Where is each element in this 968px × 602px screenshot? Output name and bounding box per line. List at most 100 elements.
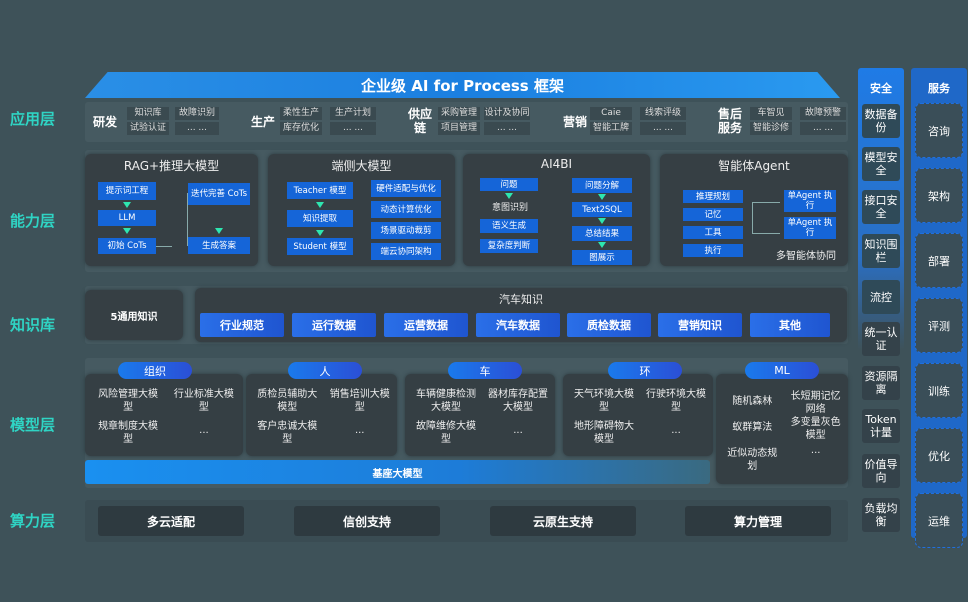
arrow-down-icon xyxy=(123,228,131,234)
layer-label-capability: 能力层 xyxy=(10,212,56,230)
arrow-down-icon xyxy=(316,230,324,236)
service-item[interactable]: 运维 xyxy=(915,493,963,548)
security-item[interactable]: 流控 xyxy=(862,280,900,314)
app-item: 生产计划 xyxy=(330,107,376,120)
layer-label-knowledge: 知识库 xyxy=(10,316,56,334)
security-item[interactable]: 统一认证 xyxy=(862,322,900,356)
capability-step: 问题 xyxy=(480,178,538,191)
model-panel-车 xyxy=(405,374,555,456)
arrow-down-icon xyxy=(123,202,131,208)
app-item: 库存优化 xyxy=(280,122,322,135)
model-item: 行业标准大模型 xyxy=(173,389,234,413)
capability-step: 知识提取 xyxy=(287,210,353,227)
service-item[interactable]: 架构 xyxy=(915,168,963,223)
service-item[interactable]: 部署 xyxy=(915,233,963,288)
app-item: 线索评级 xyxy=(640,107,686,120)
model-item: 故障维修大模型 xyxy=(416,421,476,445)
app-item: ... ... xyxy=(484,122,530,135)
security-item[interactable]: 价值导向 xyxy=(862,454,900,488)
model-panel-组织 xyxy=(85,374,243,456)
model-item: 蚁群算法 xyxy=(732,422,773,433)
model-item: 质检员辅助大模型 xyxy=(257,389,318,413)
app-item: 故障预警 xyxy=(800,107,846,120)
model-panel-ML xyxy=(716,374,848,484)
model-panel-人 xyxy=(246,374,397,456)
app-group-label: 营销 xyxy=(562,115,587,129)
capability-step: Student 模型 xyxy=(287,238,353,255)
knowledge-category[interactable]: 运营数据 xyxy=(384,313,468,337)
compute-item: 多云适配 xyxy=(98,506,244,536)
model-item: 风险管理大模型 xyxy=(98,389,159,413)
capability-title: AI4BI xyxy=(540,157,573,171)
service-item[interactable]: 训练 xyxy=(915,363,963,418)
app-item: 柔性生产 xyxy=(280,107,322,120)
model-item: 车辆健康检测大模型 xyxy=(416,389,476,413)
model-category-tag: 组织 xyxy=(118,362,192,379)
security-item[interactable]: 知识围栏 xyxy=(862,234,900,268)
knowledge-category[interactable]: 质检数据 xyxy=(567,313,651,337)
knowledge-category[interactable]: 行业规范 xyxy=(200,313,284,337)
app-item: ... ... xyxy=(330,122,376,135)
capability-step: 硬件适配与优化 xyxy=(371,180,441,197)
app-item: 车智见 xyxy=(750,107,792,120)
capability-step: 工具 xyxy=(683,226,743,239)
model-item: 器材库存配置大模型 xyxy=(488,389,548,413)
knowledge-category[interactable]: 汽车数据 xyxy=(476,313,560,337)
knowledge-category[interactable]: 运行数据 xyxy=(292,313,376,337)
title-text: 企业级 AI for Process 框架 xyxy=(361,76,564,95)
security-item[interactable]: 负载均衡 xyxy=(862,498,900,532)
capability-step: 复杂度判断 xyxy=(480,239,538,253)
model-item: 天气环境大模型 xyxy=(574,389,634,413)
capability-step: 单Agent 执行 xyxy=(784,190,836,212)
arrow-down-icon xyxy=(316,202,324,208)
framework-title: 企业级 AI for Process 框架 xyxy=(85,72,840,98)
app-item: ... ... xyxy=(800,122,846,135)
service-item[interactable]: 优化 xyxy=(915,428,963,483)
capability-step: 端云协同架构 xyxy=(371,243,441,260)
security-title: 安全 xyxy=(870,82,892,95)
capability-step: 图展示 xyxy=(572,250,632,265)
capability-step: 总结结果 xyxy=(572,226,632,241)
app-item: 采购管理 xyxy=(438,107,480,120)
model-panel-环 xyxy=(563,374,713,456)
model-category-tag: ML xyxy=(745,362,819,379)
capability-step: 初始 CoTs xyxy=(98,238,156,254)
app-group-label: 研发 xyxy=(92,115,117,129)
model-item: 规章制度大模型 xyxy=(98,421,159,445)
model-item: 近似动态规划 xyxy=(727,448,778,472)
service-item[interactable]: 咨询 xyxy=(915,103,963,158)
security-item[interactable]: 资源隔离 xyxy=(862,366,900,400)
security-item[interactable]: 模型安全 xyxy=(862,147,900,181)
app-item: 智能诊修 xyxy=(750,122,792,135)
capability-step: 提示词工程 xyxy=(98,182,156,200)
capability-step: 场景驱动裁剪 xyxy=(371,222,441,239)
arrow-down-icon xyxy=(598,194,606,200)
app-item: 知识库 xyxy=(127,107,169,120)
general-knowledge: 5通用知识 xyxy=(85,290,183,340)
model-item: 多变量灰色模型 xyxy=(790,417,841,441)
compute-item: 信创支持 xyxy=(294,506,440,536)
compute-item: 云原生支持 xyxy=(490,506,636,536)
model-item: ... xyxy=(513,425,523,436)
security-item[interactable]: 数据备份 xyxy=(862,104,900,138)
model-item: ... xyxy=(810,445,821,456)
connector-line xyxy=(156,246,172,247)
app-item: 故障识别 xyxy=(175,107,219,120)
capability-step: Text2SQL xyxy=(572,202,632,217)
service-item[interactable]: 评测 xyxy=(915,298,963,353)
capability-step: 迭代完善 CoTs xyxy=(188,183,250,205)
model-item: 随机森林 xyxy=(732,396,773,407)
knowledge-category[interactable]: 其他 xyxy=(750,313,830,337)
capability-step: 推理规划 xyxy=(683,190,743,203)
model-item: 销售培训大模型 xyxy=(329,389,390,413)
connector-line xyxy=(752,202,780,234)
model-item: ... xyxy=(199,425,209,436)
app-item: 设计及协同 xyxy=(484,107,530,120)
multi-agent-label: 多智能体协同 xyxy=(776,251,836,262)
knowledge-category[interactable]: 营销知识 xyxy=(658,313,742,337)
app-group-label: 售后服务 xyxy=(717,107,742,135)
security-item[interactable]: Token计量 xyxy=(862,409,900,443)
security-item[interactable]: 接口安全 xyxy=(862,190,900,224)
app-item: ... ... xyxy=(640,122,686,135)
base-model-bar: 基座大模型 xyxy=(85,460,710,484)
